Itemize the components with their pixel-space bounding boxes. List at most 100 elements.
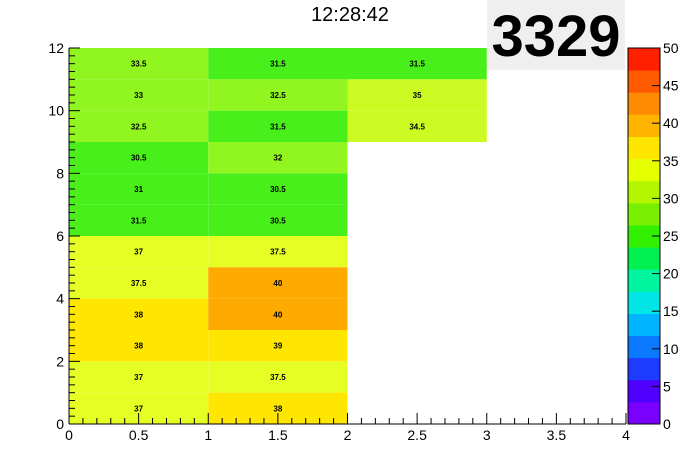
stat-box: 3329 <box>487 0 625 70</box>
heatmap-cell <box>208 79 348 111</box>
colorbar-tick-label: 45 <box>663 78 679 94</box>
colorbar-tick-label: 35 <box>663 153 679 169</box>
stat-value: 3329 <box>491 4 621 69</box>
colorbar-segment <box>628 114 660 137</box>
heatmap-cell <box>69 298 209 330</box>
x-tick-label: 0.5 <box>129 427 149 443</box>
heatmap-cell <box>208 236 348 268</box>
heatmap-cell <box>347 79 487 111</box>
heatmap-cell <box>347 48 487 80</box>
cell-label: 39 <box>273 342 282 351</box>
cell-label: 37.5 <box>270 248 286 257</box>
colorbar-segment <box>628 202 660 226</box>
heatmap-cell <box>208 48 348 80</box>
colorbar-segment <box>628 401 660 425</box>
y-tick-label: 2 <box>56 353 64 369</box>
cell-label: 31.5 <box>270 122 286 131</box>
heatmap-cell <box>69 236 209 268</box>
heatmap-cell <box>69 79 209 111</box>
y-tick-label: 4 <box>56 291 64 307</box>
cell-label: 40 <box>273 279 282 288</box>
x-tick-label: 4 <box>622 427 630 443</box>
colorbar-segment <box>628 136 660 160</box>
colorbar-tick-label: 25 <box>663 228 679 244</box>
heatmap-cell <box>208 110 348 142</box>
cell-label: 30.5 <box>131 154 147 163</box>
colorbar-segment <box>628 291 660 314</box>
x-tick-label: 3.5 <box>547 427 567 443</box>
cell-label: 37.5 <box>131 279 147 288</box>
colorbar-segment <box>628 357 660 381</box>
heatmap-cell <box>208 204 348 236</box>
colorbar-tick-label: 50 <box>663 40 679 56</box>
colorbar-tick-label: 10 <box>663 341 679 357</box>
cell-label: 34.5 <box>409 122 425 131</box>
colorbar-tick-label: 30 <box>663 190 679 206</box>
heatmap-cell <box>69 48 209 80</box>
x-tick-label: 2 <box>344 427 352 443</box>
heatmap-cell <box>208 330 348 362</box>
heatmap-cell <box>69 267 209 299</box>
cell-label: 37.5 <box>270 373 286 382</box>
cell-label: 40 <box>273 310 282 319</box>
cell-label: 30.5 <box>270 185 286 194</box>
cell-label: 32.5 <box>131 122 147 131</box>
colorbar-segment <box>628 92 660 115</box>
cell-label: 33 <box>134 91 143 100</box>
cell-label: 37 <box>134 404 143 413</box>
cell-label: 31.5 <box>409 60 425 69</box>
cell-label: 38 <box>273 404 282 413</box>
y-tick-label: 12 <box>48 40 64 56</box>
heatmap-cell <box>69 110 209 142</box>
heatmap-cells: 33.5 31.5 31.5 33 32.5 35 32.5 31.5 34.5 30.5 32 31… <box>69 48 487 424</box>
cell-label: 38 <box>134 342 143 351</box>
colorbar-segment <box>628 180 660 204</box>
cell-label: 31.5 <box>270 60 286 69</box>
cell-label: 35 <box>413 91 422 100</box>
heatmap-cell <box>69 142 209 174</box>
heatmap-cell <box>347 110 487 142</box>
colorbar-segment <box>628 224 660 248</box>
colorbar-tick-label: 20 <box>663 266 679 282</box>
y-tick-label: 0 <box>56 416 64 432</box>
chart-title: 12:28:42 <box>311 4 389 26</box>
y-tick-label: 8 <box>56 165 64 181</box>
colorbar-segment <box>628 379 660 403</box>
heatmap-cell <box>69 173 209 205</box>
colorbar-segment <box>628 269 660 292</box>
x-tick-label: 0 <box>65 427 73 443</box>
colorbar-segment <box>628 313 660 337</box>
cell-label: 31 <box>134 185 143 194</box>
cell-label: 31.5 <box>131 216 147 225</box>
heatmap-cell <box>69 361 209 393</box>
colorbar-tick-label: 5 <box>663 378 671 394</box>
heatmap-cell <box>208 173 348 205</box>
cell-label: 32 <box>273 154 282 163</box>
colorbar-segment <box>628 247 660 270</box>
heatmap-cell <box>69 204 209 236</box>
cell-label: 37 <box>134 248 143 257</box>
colorbar-segment <box>628 70 660 93</box>
y-tick-label: 6 <box>56 228 64 244</box>
heatmap-cell <box>69 330 209 362</box>
heatmap-cell <box>208 267 348 299</box>
heatmap-cell <box>208 361 348 393</box>
colorbar-segment <box>628 48 660 71</box>
cell-label: 32.5 <box>270 91 286 100</box>
heatmap-cell <box>208 142 348 174</box>
cell-label: 30.5 <box>270 216 286 225</box>
cell-label: 33.5 <box>131 60 147 69</box>
x-tick-label: 1 <box>204 427 212 443</box>
x-tick-label: 2.5 <box>407 427 427 443</box>
heatmap-cell <box>208 298 348 330</box>
colorbar-tick-label: 40 <box>663 115 679 131</box>
cell-label: 37 <box>134 373 143 382</box>
colorbar: 0 5 10 15 20 25 30 35 40 45 50 <box>627 40 679 432</box>
x-tick-label: 3 <box>483 427 491 443</box>
colorbar-tick-label: 15 <box>663 303 679 319</box>
cell-label: 38 <box>134 310 143 319</box>
y-tick-label: 10 <box>48 103 64 119</box>
colorbar-segment <box>628 158 660 182</box>
